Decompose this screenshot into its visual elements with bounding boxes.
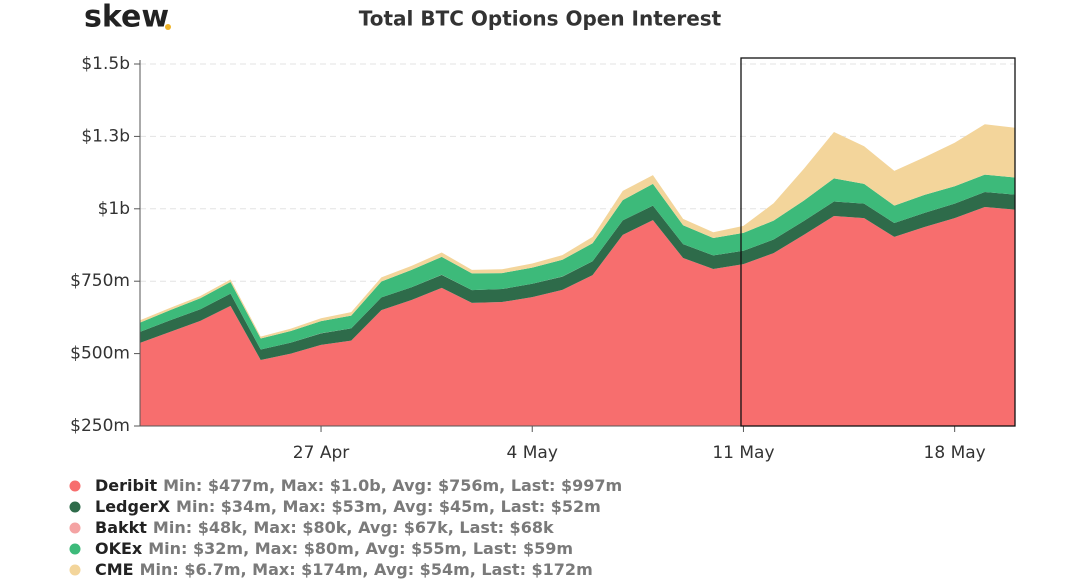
logo: skew	[84, 0, 169, 35]
highlight-box	[740, 57, 1016, 427]
plot-area: $250m $500m $750m $1b $1.3b $1.5b 27 Apr 4 May 1…	[70, 54, 1015, 463]
y-tick-label: $750m	[70, 271, 130, 291]
legend-summary: Min: $34m, Max: $53m, Avg: $45m, Last: $…	[176, 497, 601, 516]
legend-name: LedgerX	[95, 497, 171, 516]
area	[140, 192, 1015, 360]
legend-entry: Deribit Min: $477m, Max: $1.0b, Avg: $756…	[95, 476, 622, 495]
x-tick-label: 18 May	[924, 443, 986, 463]
legend-name: Deribit	[95, 476, 157, 495]
legend-name: CME	[95, 560, 134, 579]
x-tick-label: 27 Apr	[293, 443, 349, 463]
legend-marker	[69, 564, 81, 576]
logo-dot	[165, 24, 171, 30]
y-tick-label: $250m	[70, 416, 130, 436]
legend-name: OKEx	[95, 539, 143, 558]
legend-entry: CME Min: $6.7m, Max: $174m, Avg: $54m, La…	[95, 560, 593, 579]
area	[140, 174, 1015, 350]
y-tick-label: $1.5b	[81, 54, 130, 74]
legend-summary: Min: $32m, Max: $80m, Avg: $55m, Last: $…	[148, 539, 573, 558]
y-tick-label: $500m	[70, 344, 130, 364]
y-tick-label: $1.3b	[81, 126, 130, 146]
x-tick-label: 4 May	[507, 443, 558, 463]
legend-summary: Min: $6.7m, Max: $174m, Avg: $54m, Last:…	[140, 560, 593, 579]
legend-marker	[69, 543, 81, 555]
legend-summary: Min: $477m, Max: $1.0b, Avg: $756m, Last…	[163, 476, 622, 495]
legend-entry: LedgerX Min: $34m, Max: $53m, Avg: $45m, …	[95, 497, 601, 516]
legend-summary: Min: $48k, Max: $80k, Avg: $67k, Last: $…	[153, 518, 554, 537]
legend-marker	[69, 480, 81, 492]
legend-name: Bakkt	[95, 518, 147, 537]
legend-marker	[69, 522, 81, 534]
legend-entry: OKEx Min: $32m, Max: $80m, Avg: $55m, Las…	[95, 539, 573, 558]
legend-entry: Bakkt Min: $48k, Max: $80k, Avg: $67k, La…	[95, 518, 554, 537]
legend-marker	[69, 501, 81, 513]
y-tick-label: $1b	[98, 199, 130, 219]
area	[140, 124, 1015, 339]
area	[140, 207, 1015, 426]
x-tick-label: 11 May	[712, 443, 774, 463]
chart-title: Total BTC Options Open Interest	[359, 7, 722, 31]
